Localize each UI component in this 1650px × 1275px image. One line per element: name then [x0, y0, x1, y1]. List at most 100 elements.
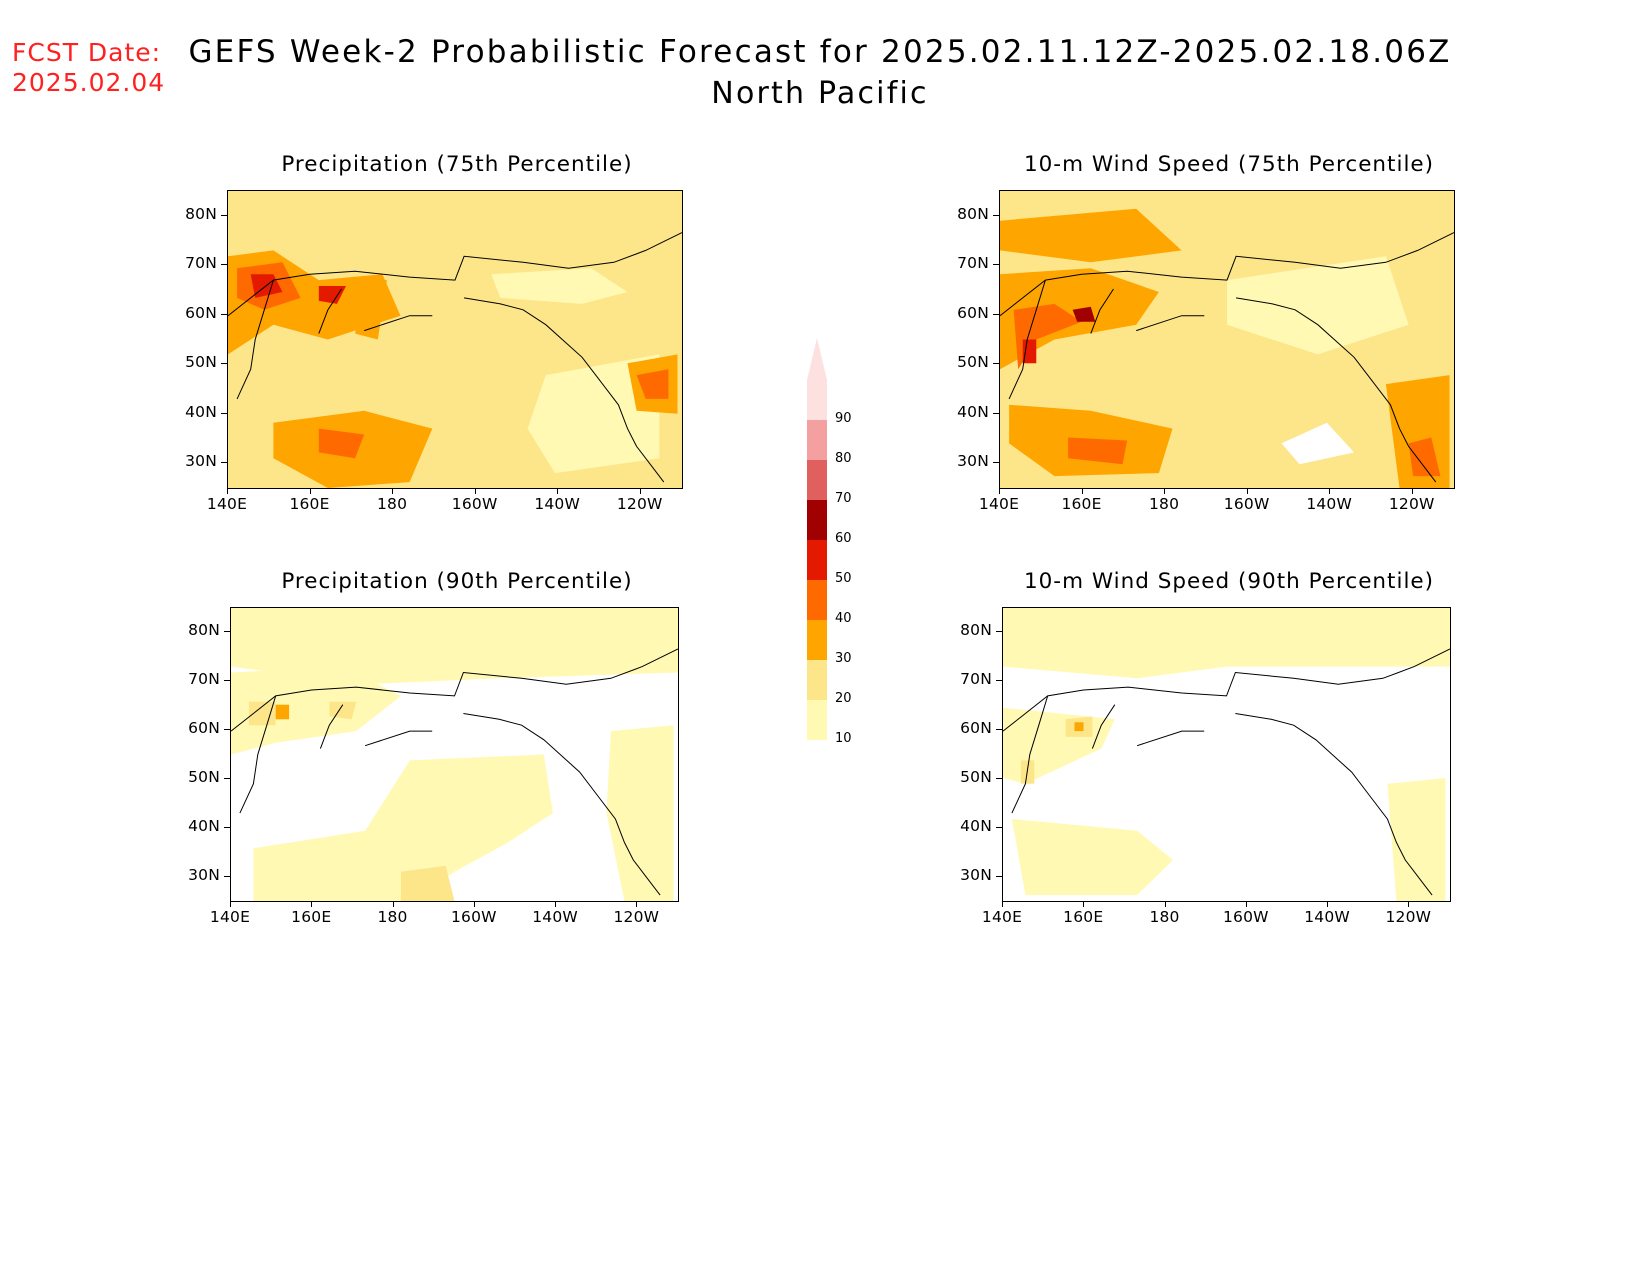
colorbar: 10 20 30 40 50 60 70 80 90 — [807, 336, 852, 746]
lon-tick-label: 140E — [981, 908, 1023, 926]
lat-tick-mark — [221, 264, 227, 266]
colorbar-level-label: 90 — [835, 411, 852, 426]
shaded-region — [1013, 303, 1082, 370]
shaded-region — [527, 354, 660, 474]
lon-tick-mark — [227, 488, 228, 494]
lat-tick-label: 60N — [960, 719, 992, 738]
panel-title: Precipitation (75th Percentile) — [281, 152, 633, 177]
lat-tick-label: 60N — [185, 303, 217, 322]
lon-tick-label: 140E — [206, 495, 248, 513]
coastline — [364, 730, 433, 747]
lat-tick-mark — [221, 214, 227, 216]
map-area — [227, 190, 683, 489]
map-area — [230, 607, 679, 902]
lon-tick-label: 140W — [1306, 495, 1353, 513]
shaded-region — [1408, 437, 1441, 477]
colorbar-bin — [807, 420, 827, 460]
coastline — [239, 695, 277, 814]
colorbar-bin — [807, 460, 827, 500]
lon-tick-mark — [1329, 488, 1331, 494]
shaded-region — [1022, 339, 1037, 364]
lon-tick-mark — [636, 901, 638, 907]
colorbar-level-label: 80 — [835, 451, 852, 466]
lon-tick-mark — [1327, 901, 1329, 907]
coastline — [463, 713, 661, 896]
colorbar-swatches — [807, 338, 827, 740]
lon-tick-label: 120W — [616, 495, 663, 513]
coastline — [1011, 695, 1049, 814]
lat-tick-label: 50N — [960, 767, 992, 786]
lat-tick-mark — [221, 462, 227, 464]
coastline — [319, 704, 344, 749]
lat-tick-label: 70N — [957, 254, 989, 273]
shaded-region — [1281, 422, 1355, 465]
coastline — [1236, 297, 1437, 483]
lat-tick-label: 60N — [957, 303, 989, 322]
shaded-region — [1072, 306, 1096, 322]
lon-tick-mark — [1411, 488, 1413, 494]
shaded-region — [1003, 608, 1450, 901]
lat-tick-mark — [993, 412, 999, 414]
lon-tick-label: 140E — [978, 495, 1020, 513]
lat-tick-mark — [221, 313, 227, 315]
lon-tick-mark — [1081, 488, 1083, 494]
forecast-date-block: FCST Date: 2025.02.04 — [12, 38, 165, 98]
lat-tick-label: 70N — [185, 254, 217, 273]
coastline — [1235, 713, 1433, 896]
lon-tick-label: 140E — [209, 908, 251, 926]
lon-tick-mark — [230, 901, 231, 907]
colorbar-level-label: 40 — [835, 611, 852, 626]
shaded-region — [1227, 256, 1409, 355]
lon-tick-label: 160E — [1063, 908, 1104, 926]
lat-tick-mark — [224, 680, 230, 682]
map-svg — [228, 191, 682, 488]
lat-tick-mark — [224, 777, 230, 779]
lon-tick-mark — [392, 901, 394, 907]
lat-tick-mark — [993, 313, 999, 315]
coastline — [1136, 315, 1205, 332]
shaded-region — [253, 754, 553, 901]
lat-tick-mark — [996, 826, 1002, 828]
lat-tick-label: 80N — [957, 204, 989, 223]
shaded-region — [1003, 608, 1450, 679]
shaded-region — [329, 701, 357, 720]
colorbar-bin — [807, 620, 827, 660]
shaded-region — [491, 268, 628, 304]
lon-tick-label: 180 — [376, 495, 408, 513]
lat-tick-mark — [996, 680, 1002, 682]
lon-tick-mark — [555, 901, 557, 907]
panel-title: 10-m Wind Speed (90th Percentile) — [1023, 569, 1435, 594]
panel-title: 10-m Wind Speed (75th Percentile) — [1023, 152, 1435, 177]
shaded-region — [275, 704, 290, 720]
forecast-date-value: 2025.02.04 — [12, 68, 166, 97]
lon-tick-label: 160W — [450, 908, 497, 926]
colorbar-bin — [807, 540, 827, 580]
lon-tick-label: 140W — [534, 495, 581, 513]
coastline — [236, 279, 274, 400]
lat-tick-label: 30N — [185, 452, 217, 471]
lat-tick-mark — [996, 777, 1002, 779]
lon-tick-mark — [1002, 901, 1003, 907]
lon-tick-mark — [309, 488, 311, 494]
panel-title: Precipitation (90th Percentile) — [281, 569, 633, 594]
lat-tick-mark — [996, 729, 1002, 731]
colorbar-cap — [807, 338, 827, 380]
lat-tick-mark — [221, 412, 227, 414]
coastline — [318, 288, 342, 334]
colorbar-level-label: 70 — [835, 491, 852, 506]
lon-tick-mark — [392, 488, 394, 494]
lat-tick-mark — [993, 264, 999, 266]
colorbar-level-label: 50 — [835, 571, 852, 586]
lon-tick-mark — [311, 901, 313, 907]
lon-tick-label: 180 — [1149, 908, 1180, 926]
shaded-region — [1011, 819, 1173, 896]
forecast-date-label: FCST Date: — [12, 38, 162, 67]
shaded-region — [1000, 208, 1182, 263]
lat-tick-label: 50N — [957, 353, 989, 372]
lat-tick-mark — [224, 875, 230, 877]
map-svg — [231, 608, 678, 901]
colorbar-bin — [807, 700, 827, 740]
lon-tick-label: 120W — [1385, 908, 1432, 926]
coastline — [1090, 288, 1114, 334]
colorbar-level-label: 60 — [835, 531, 852, 546]
